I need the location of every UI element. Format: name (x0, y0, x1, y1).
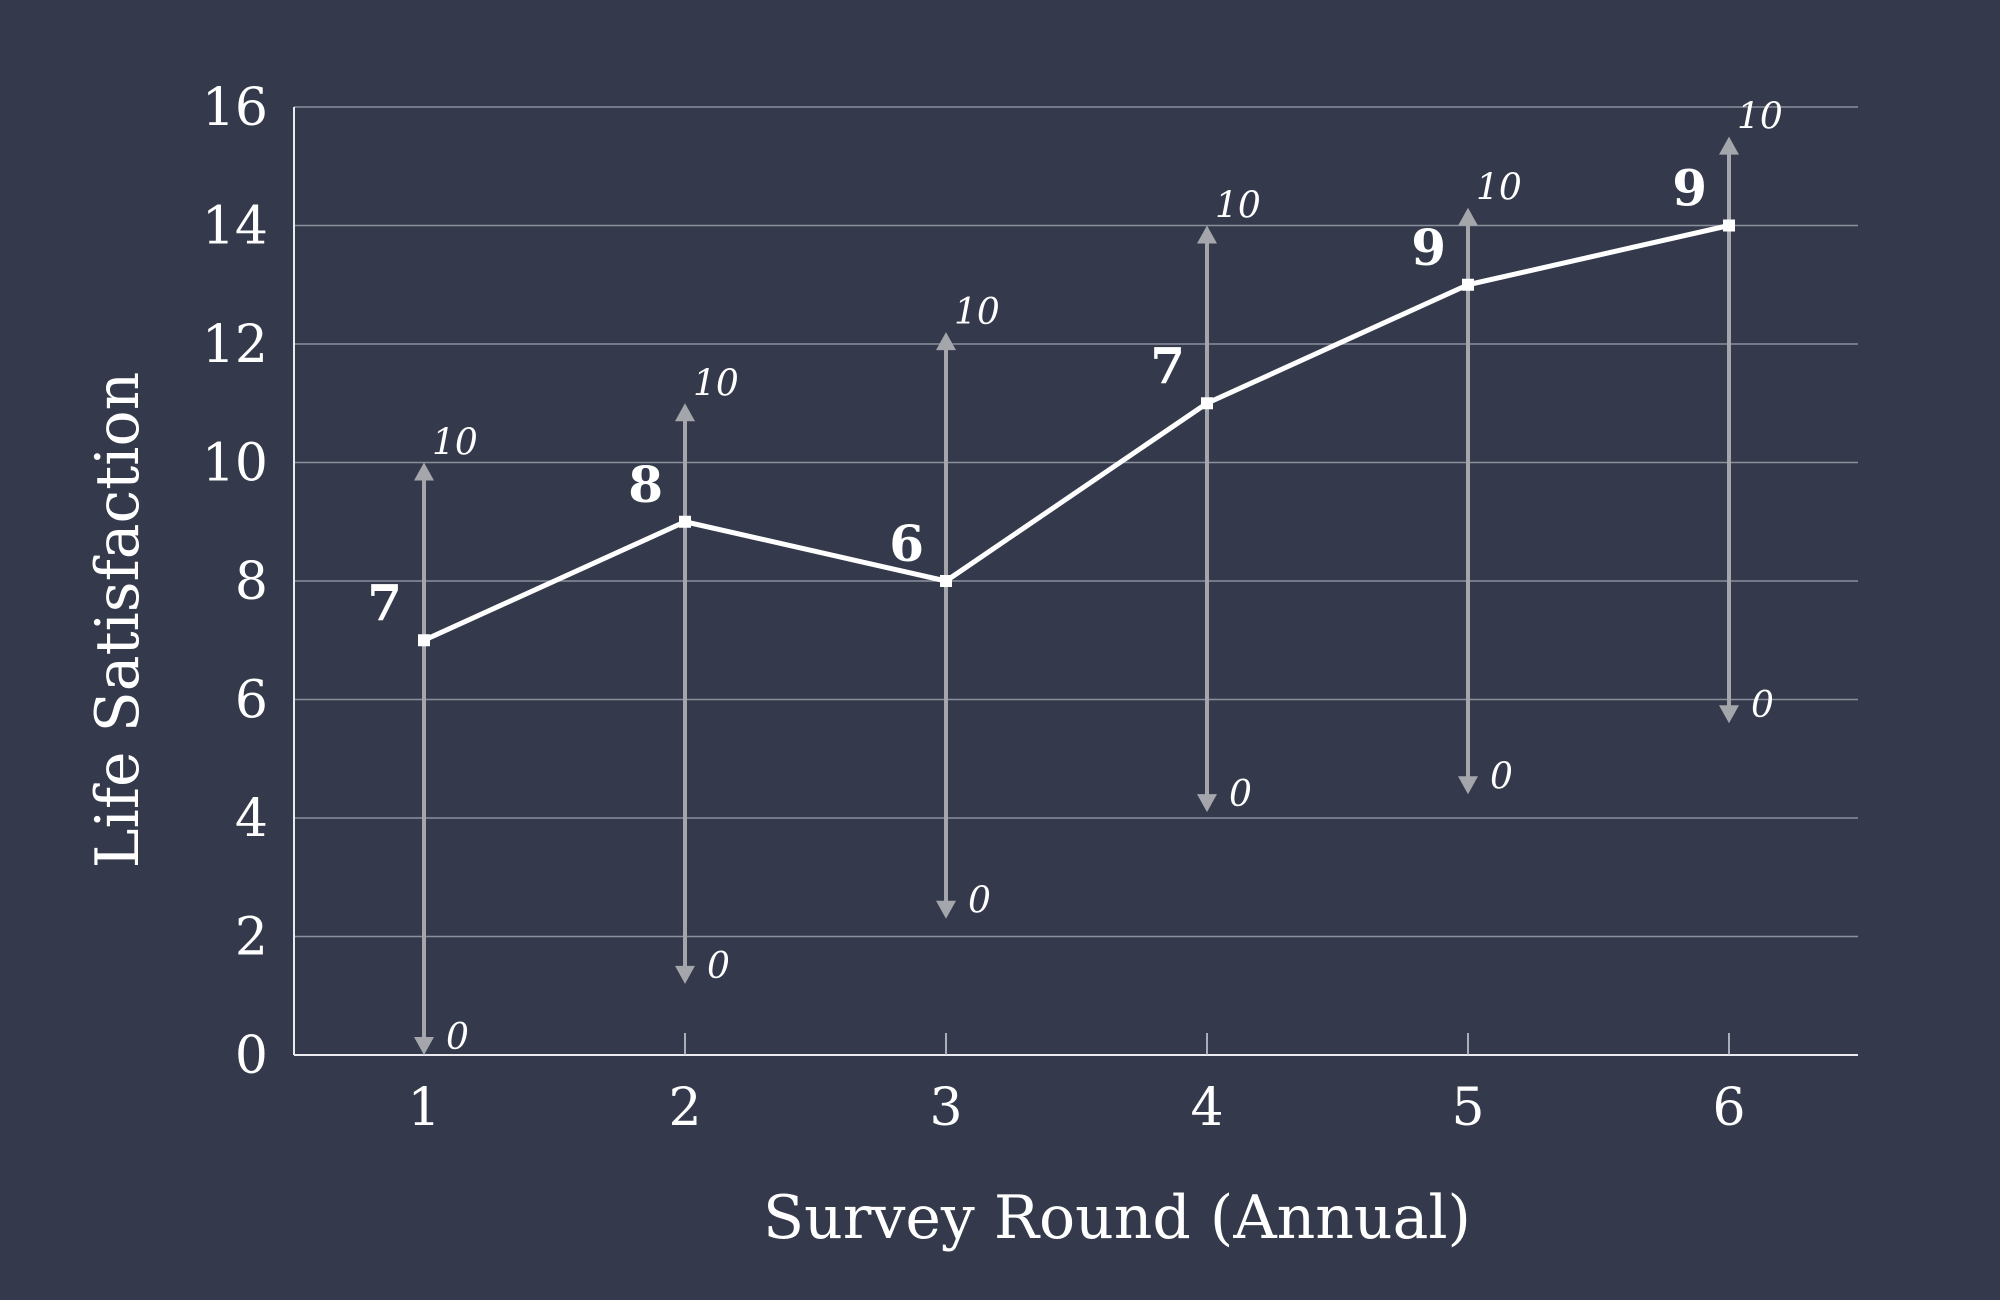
arrow-up-icon (1719, 136, 1739, 155)
arrow-down-icon (675, 965, 695, 984)
y-tick-label-10: 10 (202, 434, 268, 494)
arrow-up-icon (936, 332, 956, 351)
scale-range-3: 10 0 (936, 292, 1000, 922)
scale-high-label: 10 (1476, 168, 1522, 209)
scale-range-6: 10 0 (1719, 97, 1783, 726)
y-tick-label-2: 2 (235, 908, 268, 968)
arrow-down-icon (936, 900, 956, 919)
scale-high-label: 10 (1737, 97, 1783, 138)
x-tick-label-1: 1 (407, 1078, 440, 1138)
data-point-3 (940, 575, 952, 587)
data-label-6: 9 (1672, 159, 1707, 218)
data-label-2: 8 (628, 455, 663, 514)
x-tick-label-4: 4 (1190, 1078, 1223, 1138)
series-line (422, 223, 1730, 643)
scale-high-label: 10 (693, 363, 739, 404)
x-tick-label-2: 2 (668, 1078, 701, 1138)
x-axis-title: Survey Round (Annual) (763, 1183, 1471, 1253)
data-label-3: 6 (889, 514, 924, 573)
data-label-5: 9 (1411, 218, 1446, 277)
data-label-1: 7 (367, 573, 402, 632)
scale-low-label: 0 (707, 946, 730, 987)
arrow-up-icon (414, 462, 434, 481)
arrow-up-icon (1458, 207, 1478, 226)
y-tick-label-12: 12 (202, 315, 268, 375)
y-axis-title: Life Satisfaction (83, 372, 153, 868)
arrow-up-icon (1197, 225, 1217, 244)
scale-range-4: 10 0 (1197, 186, 1261, 815)
scale-high-label: 10 (432, 423, 478, 464)
scale-range-5: 10 0 (1458, 168, 1522, 797)
arrow-down-icon (1458, 776, 1478, 795)
arrow-down-icon (414, 1037, 434, 1055)
arrow-down-icon (1719, 705, 1739, 724)
scale-ranges: 10 0 10 0 10 0 10 0 10 0 10 0 (414, 97, 1783, 1058)
x-tick-label-5: 5 (1451, 1078, 1484, 1138)
y-tick-label-0: 0 (235, 1026, 268, 1086)
data-point-5 (1462, 278, 1474, 291)
y-tick-label-6: 6 (235, 671, 268, 731)
scale-high-label: 10 (954, 292, 1000, 333)
data-point-2 (679, 515, 691, 528)
y-tick-label-8: 8 (235, 552, 268, 612)
y-tick-label-14: 14 (202, 197, 268, 257)
scale-high-label: 10 (1215, 186, 1261, 227)
y-tick-label-16: 16 (202, 78, 268, 138)
scale-range-2: 10 0 (675, 363, 739, 987)
scale-range-1: 10 0 (414, 423, 478, 1058)
x-tick-label-3: 3 (929, 1078, 962, 1138)
scale-low-label: 0 (1490, 756, 1513, 797)
scale-low-label: 0 (1229, 774, 1252, 815)
x-tick-label-6: 6 (1712, 1078, 1745, 1138)
data-point-6 (1723, 219, 1735, 232)
arrow-up-icon (675, 403, 695, 422)
data-point-1 (418, 634, 430, 647)
y-tick-label-4: 4 (235, 789, 268, 849)
data-label-4: 7 (1150, 336, 1185, 395)
scale-low-label: 0 (968, 881, 991, 922)
data-point-4 (1201, 397, 1213, 410)
scale-low-label: 0 (1751, 685, 1774, 726)
series: 7 8 6 7 9 9 (367, 159, 1735, 647)
scale-low-label: 0 (446, 1017, 469, 1058)
arrow-down-icon (1197, 794, 1217, 813)
